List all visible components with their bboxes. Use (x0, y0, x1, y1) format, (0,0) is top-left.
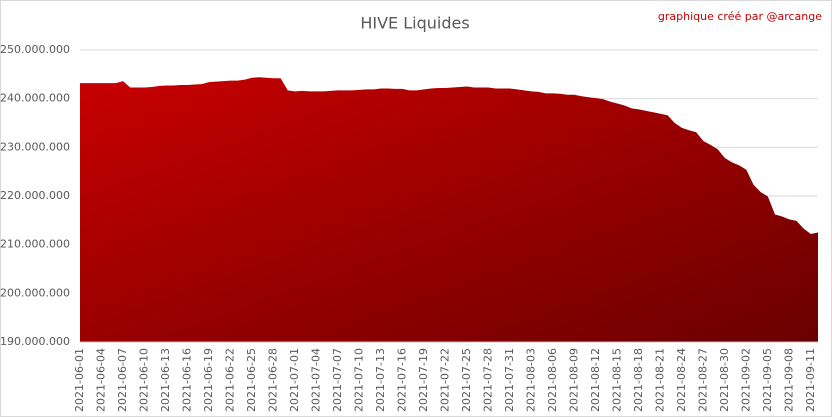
x-tick-label: 2021-07-04 (309, 348, 322, 412)
x-tick-label: 2021-09-05 (761, 348, 774, 412)
x-tick-label: 2021-06-01 (73, 348, 86, 412)
area (80, 77, 818, 343)
x-tick-label: 2021-08-12 (589, 348, 602, 412)
x-tick-label: 2021-07-16 (395, 348, 408, 412)
y-tick-label: 220.000.000 (0, 189, 70, 202)
x-tick-label: 2021-09-02 (739, 348, 752, 412)
y-tick-label: 230.000.000 (0, 140, 70, 153)
y-tick-label: 190.000.000 (0, 335, 70, 348)
x-tick-label: 2021-08-24 (675, 348, 688, 412)
x-tick-label: 2021-07-01 (288, 348, 301, 412)
x-tick-label: 2021-07-10 (352, 348, 365, 412)
x-tick-label: 2021-06-10 (137, 348, 150, 412)
x-tick-label: 2021-06-28 (266, 348, 279, 412)
x-tick-label: 2021-08-03 (524, 348, 537, 412)
x-tick-label: 2021-07-22 (438, 348, 451, 412)
y-tick-label: 200.000.000 (0, 286, 70, 299)
x-tick-label: 2021-08-18 (632, 348, 645, 412)
x-tick-label: 2021-09-08 (782, 348, 795, 412)
x-tick-label: 2021-06-13 (159, 348, 172, 412)
x-tick-label: 2021-07-07 (331, 348, 344, 412)
y-tick-label: 210.000.000 (0, 238, 70, 251)
x-tick-label: 2021-07-31 (503, 348, 516, 412)
x-tick-label: 2021-07-19 (417, 348, 430, 412)
x-tick-label: 2021-06-22 (223, 348, 236, 412)
x-tick-label: 2021-06-19 (202, 348, 215, 412)
x-tick-label: 2021-08-21 (653, 348, 666, 412)
x-tick-label: 2021-08-30 (718, 348, 731, 412)
y-tick-label: 250.000.000 (0, 43, 70, 56)
x-tick-label: 2021-08-27 (696, 348, 709, 412)
x-tick-label: 2021-08-15 (610, 348, 623, 412)
x-tick-label: 2021-07-28 (481, 348, 494, 412)
y-tick-label: 240.000.000 (0, 92, 70, 105)
x-tick-label: 2021-08-06 (546, 348, 559, 412)
x-tick-label: 2021-06-16 (180, 348, 193, 412)
x-tick-label: 2021-07-25 (460, 348, 473, 412)
chart-title: HIVE Liquides (360, 14, 469, 33)
x-tick-label: 2021-07-13 (374, 348, 387, 412)
x-tick-label: 2021-09-11 (804, 348, 817, 412)
x-tick-label: 2021-06-04 (94, 348, 107, 412)
x-tick-label: 2021-06-07 (116, 348, 129, 412)
annotation: graphique créé par @arcange (658, 10, 822, 23)
x-tick-label: 2021-06-25 (245, 348, 258, 412)
x-tick-label: 2021-08-09 (567, 348, 580, 412)
